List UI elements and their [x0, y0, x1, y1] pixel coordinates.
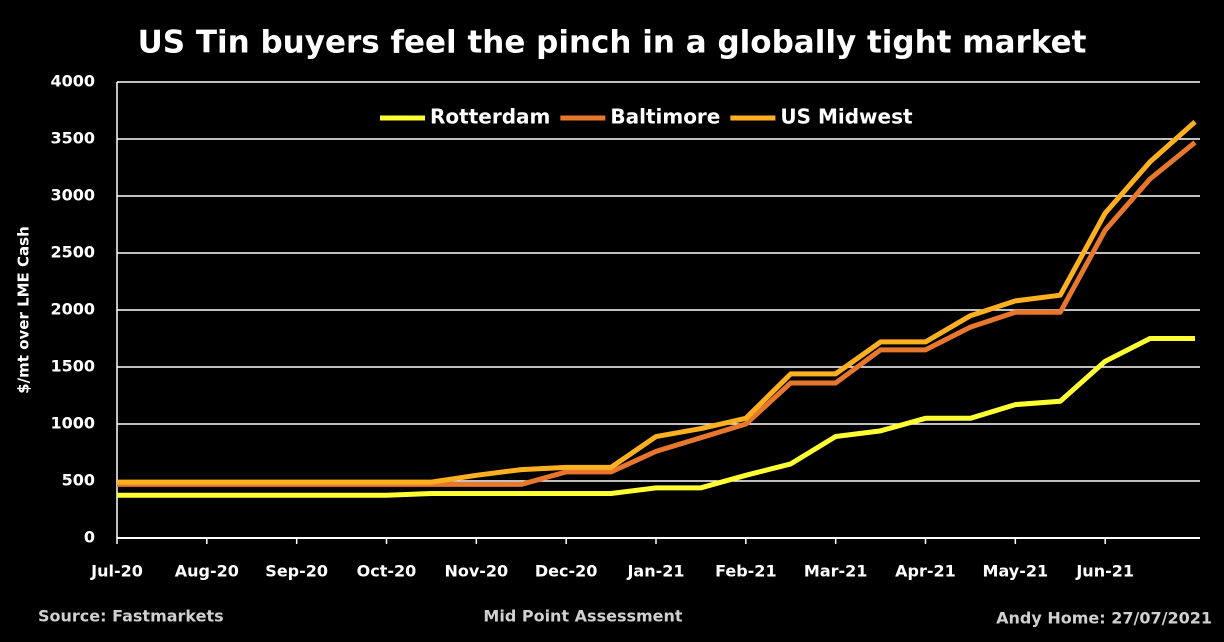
chart-title: US Tin buyers feel the pinch in a global…	[138, 25, 1087, 61]
y-tick-label: 0	[84, 528, 95, 547]
y-tick-label: 4000	[50, 72, 95, 91]
series-line	[117, 120, 1197, 485]
x-tick-label: Jan-21	[626, 562, 684, 581]
note: Mid Point Assessment	[483, 607, 682, 626]
x-tick-label: Nov-20	[444, 562, 508, 581]
y-tick-label: 1500	[50, 357, 95, 376]
legend-label: Rotterdam	[430, 105, 550, 129]
x-tick-label: May-21	[983, 562, 1049, 581]
x-tick-label: Feb-21	[715, 562, 777, 581]
y-tick-label: 3500	[50, 129, 95, 148]
credit: Andy Home: 27/07/2021	[996, 609, 1212, 628]
x-tick-label: Mar-21	[804, 562, 868, 581]
x-tick-label: Sep-20	[265, 562, 328, 581]
series-line	[117, 336, 1195, 498]
x-tick-label: Aug-20	[175, 562, 239, 581]
y-tick-label: 2000	[50, 300, 95, 319]
y-axis-label: $/mt over LME Cash	[15, 226, 33, 394]
series-line	[117, 140, 1197, 487]
x-tick-label: Oct-20	[357, 562, 417, 581]
x-tick-label: Jul-20	[90, 562, 143, 581]
y-tick-label: 3000	[50, 186, 95, 205]
source: Source: Fastmarkets	[38, 607, 224, 626]
x-tick-label: Dec-20	[535, 562, 598, 581]
legend-label: US Midwest	[780, 105, 913, 129]
y-tick-label: 1000	[50, 414, 95, 433]
x-tick-label: Jun-21	[1075, 562, 1134, 581]
legend-label: Baltimore	[610, 105, 720, 129]
y-tick-label: 2500	[50, 243, 95, 262]
x-tick-label: Apr-21	[895, 562, 956, 581]
y-tick-label: 500	[62, 471, 95, 490]
